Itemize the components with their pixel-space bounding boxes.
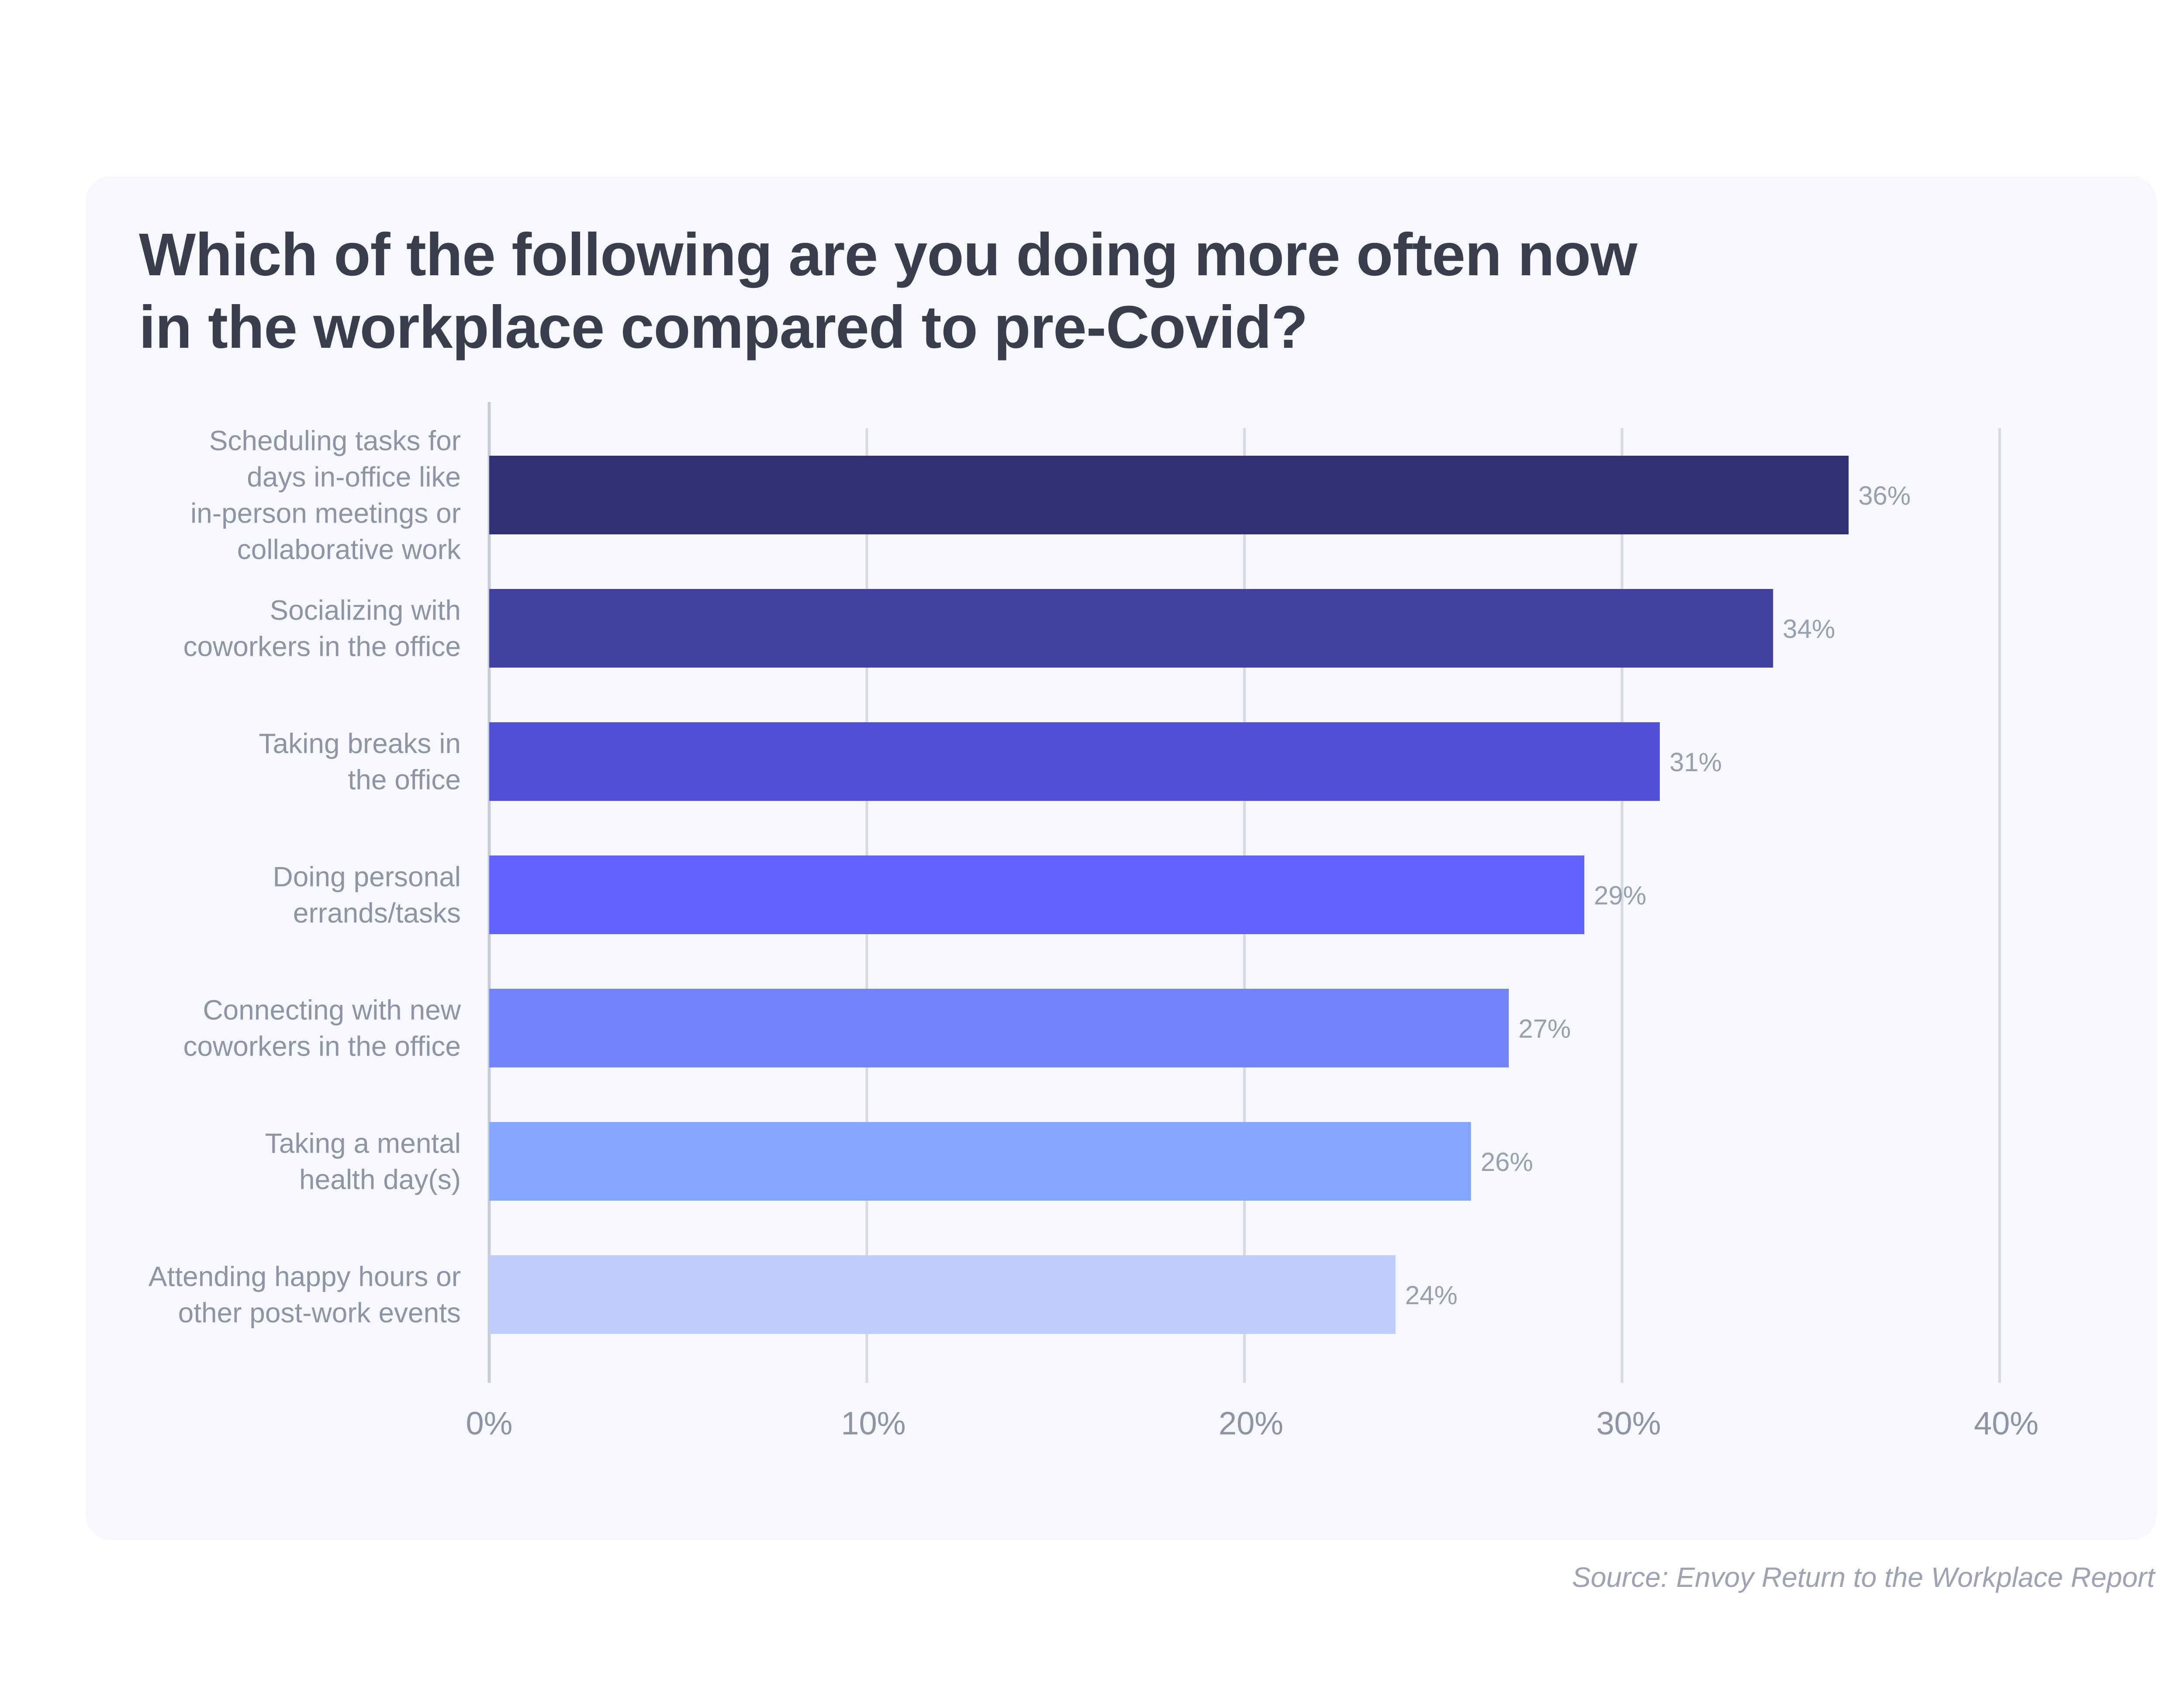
category-label-line: other post-work events bbox=[178, 1297, 461, 1329]
category-label-line: Socializing with bbox=[270, 595, 461, 626]
category-label: Socializing with coworkers in the office bbox=[183, 595, 461, 662]
bar bbox=[489, 989, 1509, 1067]
category-label-line: Connecting with new bbox=[203, 994, 461, 1026]
category-label-line: in-person meetings or bbox=[190, 498, 461, 529]
x-tick-label: 40% bbox=[1974, 1405, 2039, 1441]
category-label-line: days in-office like bbox=[247, 461, 461, 493]
category-label-line: Attending happy hours or bbox=[149, 1261, 461, 1292]
source-note: Source: Envoy Return to the Workplace Re… bbox=[1572, 1562, 2155, 1593]
category-label-line: Taking a mental bbox=[265, 1128, 461, 1159]
chart-title-line-2: in the workplace compared to pre-Covid? bbox=[139, 294, 1308, 361]
x-tick-label: 0% bbox=[466, 1405, 513, 1441]
bar-value-label: 34% bbox=[1783, 614, 1835, 644]
bar-value-label: 24% bbox=[1405, 1281, 1458, 1310]
category-label-line: coworkers in the office bbox=[183, 1031, 461, 1062]
bar-value-label: 31% bbox=[1669, 748, 1722, 777]
category-label: Attending happy hours or other post-work … bbox=[149, 1261, 461, 1329]
bar-value-label: 29% bbox=[1594, 881, 1646, 910]
category-label: Taking a mental health day(s) bbox=[265, 1128, 461, 1195]
x-tick-label: 20% bbox=[1219, 1405, 1283, 1441]
x-tick-label: 30% bbox=[1596, 1405, 1661, 1441]
bar bbox=[489, 722, 1660, 801]
category-label-line: the office bbox=[348, 764, 461, 796]
chart-title-line-1: Which of the following are you doing mor… bbox=[139, 221, 1637, 288]
bar bbox=[489, 589, 1773, 668]
category-label: Doing personal errands/tasks bbox=[273, 861, 461, 929]
category-label-line: Doing personal bbox=[273, 861, 461, 893]
category-label-line: health day(s) bbox=[299, 1164, 461, 1195]
category-label-line: collaborative work bbox=[237, 534, 461, 565]
chart-title: Which of the following are you doing mor… bbox=[139, 218, 1799, 364]
category-label-line: errands/tasks bbox=[293, 897, 461, 929]
bar-value-label: 26% bbox=[1481, 1147, 1533, 1177]
bar bbox=[489, 1122, 1471, 1201]
category-label: Scheduling tasks for days in-office like i… bbox=[190, 425, 461, 565]
bar bbox=[489, 855, 1585, 934]
bar bbox=[489, 1255, 1396, 1334]
bar bbox=[489, 456, 1849, 534]
bar-value-label: 27% bbox=[1518, 1014, 1571, 1043]
bar-value-label: 36% bbox=[1858, 481, 1911, 510]
category-label: Connecting with new coworkers in the offi… bbox=[183, 994, 461, 1062]
category-label: Taking breaks in the office bbox=[259, 728, 461, 796]
category-label-line: coworkers in the office bbox=[183, 631, 461, 662]
category-label-line: Scheduling tasks for bbox=[209, 425, 461, 457]
x-tick-label: 10% bbox=[841, 1405, 905, 1441]
category-label-line: Taking breaks in bbox=[259, 728, 461, 759]
